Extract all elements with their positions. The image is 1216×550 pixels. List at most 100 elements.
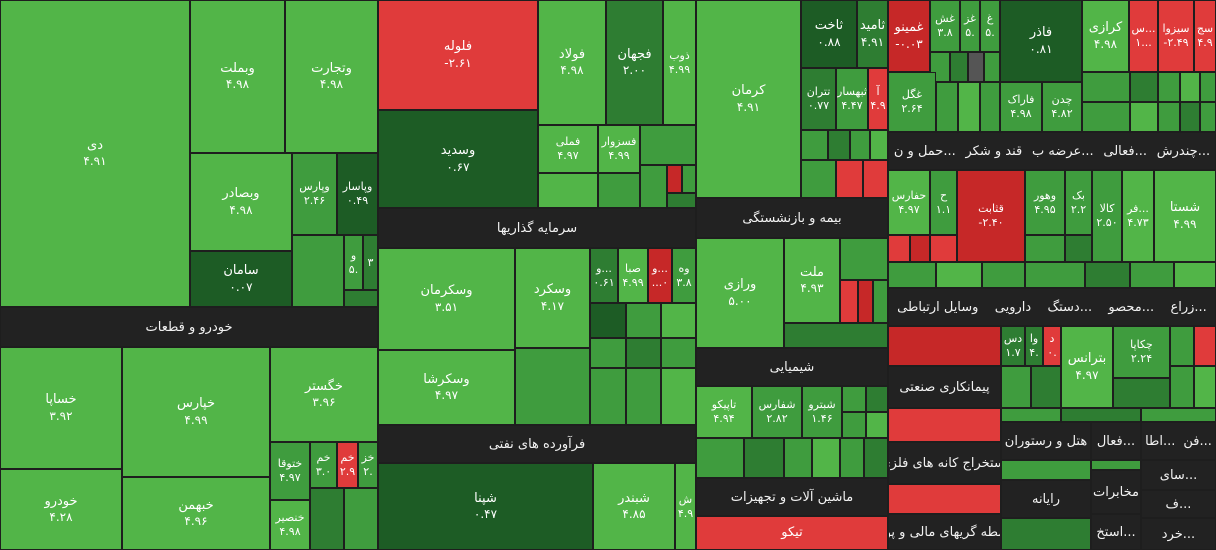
stock-tile-unlabeled[interactable] [661, 303, 696, 338]
stock-tile-vebsader[interactable]: وبصادر ۴.۹۸ [190, 153, 292, 251]
stock-tile-das[interactable]: دس ۱.۷ [1001, 326, 1025, 366]
stock-tile-shebandar[interactable]: شبندر ۴.۸۵ [593, 463, 675, 550]
stock-tile-unlabeled[interactable] [1180, 102, 1200, 132]
stock-tile-unlabeled[interactable] [1200, 72, 1216, 102]
stock-tile-unlabeled[interactable] [1001, 408, 1061, 422]
stock-tile-unlabeled[interactable] [1170, 326, 1194, 366]
stock-tile-ghash[interactable]: غش ۳.۸ [930, 0, 960, 52]
stock-tile-khaz[interactable]: خز ۲. [358, 442, 378, 488]
stock-tile-unlabeled[interactable] [344, 488, 378, 550]
stock-tile-unlabeled[interactable] [590, 368, 626, 425]
stock-tile-unlabeled[interactable] [958, 82, 980, 132]
stock-tile-unlabeled[interactable] [863, 160, 888, 198]
stock-tile-unlabeled[interactable] [1130, 102, 1158, 132]
stock-tile-unlabeled[interactable] [1180, 72, 1200, 102]
stock-tile-unlabeled[interactable] [682, 165, 696, 193]
stock-tile-unlabeled[interactable] [784, 323, 888, 348]
stock-tile-vepars[interactable]: وپارس ۲.۴۶ [292, 153, 337, 235]
stock-tile-unlabeled[interactable] [1085, 262, 1130, 288]
stock-tile-va[interactable]: وا ۴. [1025, 326, 1043, 366]
stock-tile-fulad[interactable]: فولاد ۴.۹۸ [538, 0, 606, 125]
stock-tile-unlabeled[interactable] [1001, 460, 1091, 480]
stock-tile-unlabeled[interactable] [864, 438, 888, 478]
stock-tile-unlabeled[interactable] [836, 160, 863, 198]
stock-tile-unlabeled[interactable] [842, 412, 866, 438]
stock-tile-zob[interactable]: ذوب ۴.۹۹ [663, 0, 696, 125]
stock-tile-fajahan[interactable]: فجهان ۲.۰۰ [606, 0, 663, 125]
stock-tile-unlabeled[interactable] [910, 235, 930, 262]
stock-tile-mellat[interactable]: ملت ۴.۹۳ [784, 238, 840, 323]
stock-tile-unlabeled[interactable] [1082, 102, 1130, 132]
stock-tile-unlabeled[interactable] [515, 348, 590, 425]
stock-tile-sizova[interactable]: سیزوا -۲.۴۹ [1158, 0, 1194, 72]
stock-tile-unlabeled[interactable] [1174, 262, 1216, 288]
stock-tile-unlabeled[interactable] [936, 262, 982, 288]
stock-tile-vetejarat[interactable]: وتجارت ۴.۹۸ [285, 0, 378, 153]
stock-tile-unlabeled[interactable] [968, 52, 984, 82]
stock-tile-unlabeled[interactable] [640, 165, 667, 208]
stock-tile-felole[interactable]: فلوله -۲.۶۱ [378, 0, 538, 110]
stock-tile-unlabeled[interactable] [801, 160, 836, 198]
stock-tile-3[interactable]: ۳ [363, 235, 378, 290]
stock-tile-unlabeled[interactable] [590, 338, 626, 368]
stock-tile-unlabeled[interactable] [1158, 102, 1180, 132]
stock-tile-saman[interactable]: سامان ۰.۰۷ [190, 251, 292, 307]
stock-tile-unlabeled[interactable] [344, 290, 378, 307]
stock-tile-unlabeled[interactable] [842, 386, 866, 412]
stock-tile-unlabeled[interactable] [538, 173, 598, 208]
stock-tile-khodro[interactable]: خودرو ۴.۲۸ [0, 469, 122, 550]
stock-tile-unlabeled[interactable] [744, 438, 784, 478]
stock-tile-unlabeled[interactable] [626, 368, 661, 425]
stock-tile-unlabeled[interactable] [888, 326, 1001, 366]
stock-tile-unlabeled[interactable] [1194, 326, 1216, 366]
stock-tile-unlabeled[interactable] [888, 484, 1001, 514]
stock-tile-taipiko[interactable]: تاپیکو ۴.۹۴ [696, 386, 752, 438]
stock-tile-sdots[interactable]: س... ۱... [1129, 0, 1158, 72]
stock-tile-khebahman[interactable]: خبهمن ۴.۹۶ [122, 477, 270, 550]
stock-tile-unlabeled[interactable] [870, 130, 888, 160]
stock-tile-unlabeled[interactable] [667, 165, 682, 193]
stock-tile-unlabeled[interactable] [626, 303, 661, 338]
stock-tile-unlabeled[interactable] [1091, 460, 1141, 470]
stock-tile-unlabeled[interactable] [590, 303, 626, 338]
stock-tile-unlabeled[interactable] [1031, 366, 1061, 408]
stock-tile-tamid[interactable]: ثامید ۴.۹۱ [857, 0, 888, 68]
stock-tile-fasazvar[interactable]: فسزوار ۴.۹۹ [598, 125, 640, 173]
stock-tile-vesadid[interactable]: وسدید ۰.۶۷ [378, 110, 538, 208]
stock-tile-shefaras[interactable]: شفارس ۲.۸۲ [752, 386, 802, 438]
stock-tile-farak[interactable]: فاراک ۴.۹۸ [1000, 82, 1042, 132]
stock-tile-kerman[interactable]: کرمان ۴.۹۱ [696, 0, 801, 198]
stock-tile-unlabeled[interactable] [866, 412, 888, 438]
stock-tile-teheshar[interactable]: ثبهسار ۴.۴۷ [836, 68, 868, 130]
stock-tile-unlabeled[interactable] [840, 280, 858, 323]
stock-tile-unlabeled[interactable] [1158, 72, 1180, 102]
stock-tile-unlabeled[interactable] [1025, 262, 1085, 288]
stock-tile-khesapa[interactable]: خساپا ۳.۹۲ [0, 347, 122, 469]
stock-tile-khotoga[interactable]: ختوقا ۴.۹۷ [270, 442, 310, 500]
stock-tile-khom2[interactable]: خم ۲.۹ [337, 442, 358, 488]
stock-tile-takhet[interactable]: ثاخت ۰.۸۸ [801, 0, 857, 68]
stock-tile-unlabeled[interactable] [888, 408, 1001, 442]
stock-tile-vesekersha[interactable]: وسکرشا ۴.۹۷ [378, 350, 515, 425]
stock-tile-khegostar[interactable]: خگستر ۳.۹۶ [270, 347, 378, 442]
stock-tile-chakapa[interactable]: چکاپا ۲.۲۴ [1113, 326, 1170, 378]
stock-tile-ghomino[interactable]: غمینو -۰.۰۳ [888, 0, 930, 72]
stock-tile-unlabeled[interactable] [936, 82, 958, 132]
stock-tile-a[interactable]: آ ۴.۹ [868, 68, 888, 130]
stock-tile-unlabeled[interactable] [640, 125, 696, 165]
stock-tile-betrans[interactable]: بترانس ۴.۹۷ [1061, 326, 1113, 408]
stock-tile-di[interactable]: دی ۴.۹۱ [0, 0, 190, 307]
stock-tile-unlabeled[interactable] [850, 130, 870, 160]
stock-tile-unlabeled[interactable] [1061, 408, 1141, 422]
stock-tile-unlabeled[interactable] [950, 52, 968, 82]
stock-tile-unlabeled[interactable] [1001, 518, 1091, 550]
stock-tile-unlabeled[interactable] [1025, 235, 1065, 262]
stock-tile-unlabeled[interactable] [1001, 366, 1031, 408]
stock-tile-unlabeled[interactable] [667, 193, 696, 208]
stock-tile-tiko[interactable]: تیکو [696, 516, 888, 550]
stock-tile-unlabeled[interactable] [866, 386, 888, 412]
stock-tile-bak[interactable]: بک ۲.۲ [1065, 170, 1092, 235]
stock-tile-kheparis[interactable]: خپارس ۴.۹۹ [122, 347, 270, 477]
stock-tile-fakher[interactable]: فاذر ۰.۸۱ [1000, 0, 1082, 82]
stock-tile-unlabeled[interactable] [982, 262, 1025, 288]
